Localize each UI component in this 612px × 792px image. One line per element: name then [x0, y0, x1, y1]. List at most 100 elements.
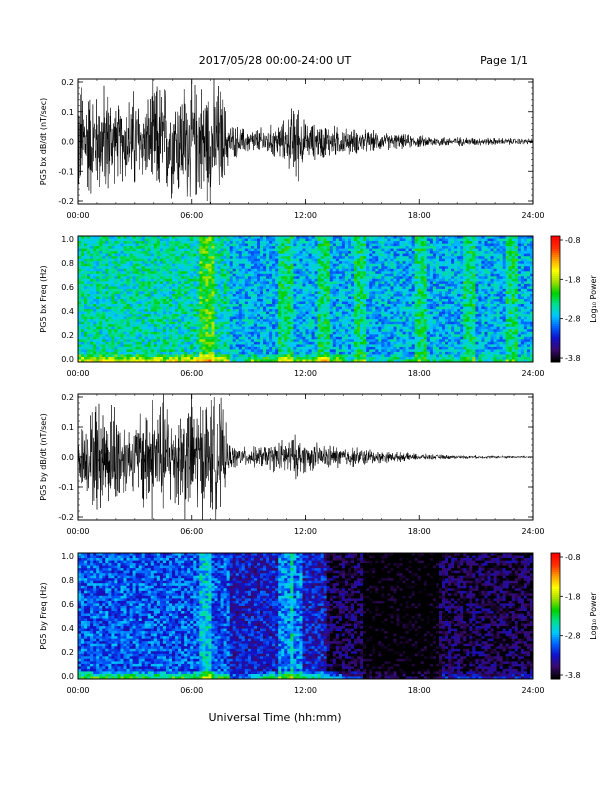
heatmap-cell [202, 273, 206, 277]
heatmap-cell [244, 359, 249, 363]
heatmap-cell [329, 351, 334, 355]
heatmap-cell [217, 354, 221, 358]
heatmap-cell [320, 238, 325, 242]
heatmap-cell [211, 334, 215, 338]
heatmap-cell [190, 268, 194, 272]
heatmap-cell [117, 344, 121, 348]
heatmap-cell [232, 261, 237, 265]
heatmap-cell [208, 266, 212, 270]
heatmap-cell [320, 321, 325, 325]
heatmap-cell [354, 276, 358, 280]
heatmap-cell [263, 344, 267, 348]
heatmap-cell [187, 354, 191, 358]
heatmap-cell [184, 256, 188, 260]
heatmap-cell [223, 288, 227, 292]
heatmap-cell [181, 238, 185, 242]
heatmap-cell [299, 268, 303, 272]
heatmap-cell [81, 291, 85, 295]
heatmap-cell [354, 258, 358, 262]
heatmap-cell [175, 301, 179, 305]
heatmap-cell [117, 261, 121, 265]
heatmap-cell [156, 241, 161, 244]
heatmap-cell [123, 236, 127, 239]
heatmap-cell [220, 266, 224, 270]
heatmap-cell [296, 283, 300, 287]
heatmap-cell [181, 278, 185, 282]
heatmap-cell [150, 316, 155, 320]
heatmap-cell [181, 276, 185, 280]
heatmap-cell [132, 331, 136, 335]
heatmap-cell [244, 238, 249, 242]
heatmap-cell [329, 291, 334, 295]
heatmap-cell [159, 238, 164, 242]
heatmap-cell [241, 344, 246, 348]
heatmap-cell [147, 354, 152, 358]
heatmap-cell [360, 281, 364, 285]
heatmap-cell [153, 354, 158, 358]
heatmap-cell [320, 314, 325, 317]
heatmap-cell [138, 283, 143, 287]
heatmap-cell [293, 286, 297, 290]
heatmap-cell [308, 301, 312, 305]
heatmap-cell [199, 283, 203, 287]
heatmap-cell [247, 261, 252, 265]
heatmap-cell [308, 354, 312, 358]
heatmap-cell [247, 271, 252, 275]
heatmap-cell [169, 286, 173, 290]
heatmap-cell [78, 299, 82, 302]
heatmap-cell [93, 314, 97, 317]
heatmap-cell [305, 349, 309, 353]
heatmap-cell [111, 316, 115, 320]
heatmap-cell [232, 273, 237, 277]
heatmap-cell [135, 324, 139, 328]
heatmap-cell [260, 299, 264, 302]
heatmap-cell [253, 301, 258, 305]
heatmap-cell [144, 263, 149, 267]
heatmap-cell [114, 319, 118, 323]
heatmap-cell [281, 339, 285, 343]
heatmap-cell [205, 288, 209, 292]
heatmap-cell [78, 243, 82, 247]
heatmap-cell [253, 294, 258, 297]
heatmap-cell [287, 349, 291, 353]
heatmap-cell [166, 301, 170, 305]
heatmap-cell [320, 288, 325, 292]
heatmap-cell [278, 311, 282, 315]
heatmap-cell [159, 268, 164, 272]
heatmap-cell [341, 246, 346, 249]
heatmap-cell [241, 261, 246, 265]
heatmap-cell [344, 294, 349, 297]
heatmap-cell [159, 334, 164, 338]
heatmap-cell [108, 359, 112, 363]
heatmap-cell [105, 256, 109, 260]
heatmap-cell [344, 281, 349, 285]
heatmap-cell [187, 316, 191, 320]
heatmap-cell [272, 351, 276, 355]
heatmap-cell [84, 336, 88, 340]
heatmap-cell [281, 286, 285, 290]
heatmap-cell [96, 288, 100, 292]
heatmap-cell [284, 263, 288, 267]
heatmap-cell [348, 276, 352, 280]
heatmap-cell [305, 321, 309, 325]
heatmap-cell [235, 304, 240, 307]
heatmap-cell [314, 351, 318, 355]
heatmap-cell [314, 294, 318, 297]
heatmap-cell [172, 324, 176, 328]
heatmap-cell [275, 258, 279, 262]
heatmap-cell [272, 314, 276, 317]
heatmap-cell [314, 324, 318, 328]
heatmap-cell [238, 341, 243, 345]
heatmap-cell [229, 241, 234, 244]
heatmap-cell [335, 271, 340, 275]
heatmap-cell [132, 238, 136, 242]
heatmap-cell [360, 238, 364, 242]
heatmap-cell [317, 243, 321, 247]
heatmap-cell [147, 291, 152, 295]
heatmap-cell [341, 238, 346, 242]
heatmap-cell [263, 319, 267, 323]
heatmap-cell [247, 336, 252, 340]
heatmap-cell [193, 278, 197, 282]
heatmap-cell [90, 273, 94, 277]
heatmap-cell [132, 248, 136, 252]
